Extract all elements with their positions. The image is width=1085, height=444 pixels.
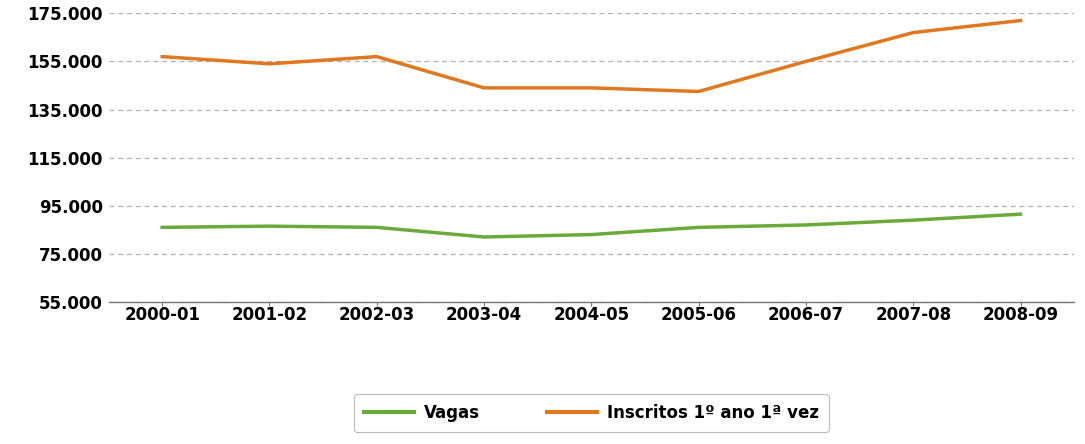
Legend: Vagas, Inscritos 1º ano 1ª vez: Vagas, Inscritos 1º ano 1ª vez	[354, 394, 829, 432]
